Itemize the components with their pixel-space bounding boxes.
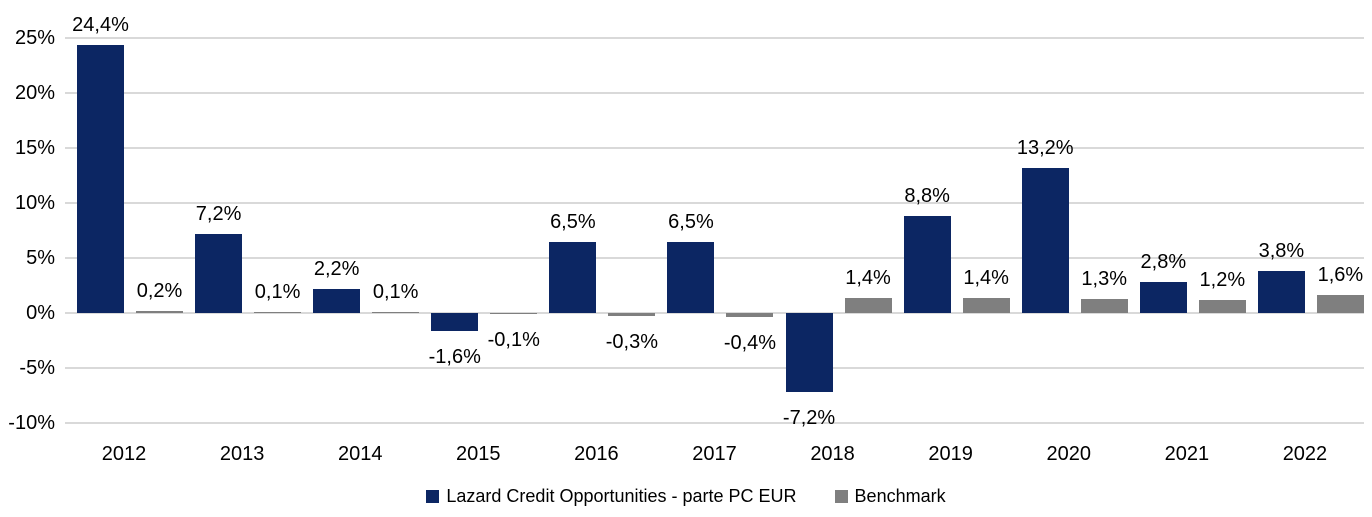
x-axis-year-label: 2015	[456, 443, 501, 465]
bar-benchmark-2019	[962, 297, 1010, 313]
gridline	[65, 422, 1364, 424]
legend-item-benchmark: Benchmark	[834, 486, 946, 506]
bar-value-label-fund-2016: 6,5%	[550, 210, 596, 233]
bar-fund-2017	[667, 241, 715, 313]
bar-value-label-benchmark-2018: 1,4%	[845, 266, 891, 289]
bar-benchmark-2015	[490, 313, 538, 315]
y-axis-tick-label: 5%	[26, 247, 55, 269]
bar-value-label-benchmark-2021: 1,2%	[1199, 268, 1246, 291]
x-axis-year-label: 2019	[928, 443, 973, 465]
bar-benchmark-2016	[608, 313, 656, 317]
gridline	[65, 147, 1364, 149]
bar-value-label-fund-2021: 2,8%	[1140, 251, 1187, 274]
gridline	[65, 92, 1364, 94]
y-axis-tick-label: 25%	[14, 27, 55, 49]
bar-benchmark-2013	[254, 311, 302, 313]
bar-benchmark-2018	[844, 297, 892, 313]
bar-value-label-benchmark-2014: 0,1%	[372, 280, 419, 303]
bar-value-label-fund-2013: 7,2%	[195, 202, 242, 225]
bar-fund-2018	[785, 313, 833, 393]
y-axis-tick-label: 0%	[26, 302, 55, 324]
legend-label-fund: Lazard Credit Opportunities - parte PC E…	[446, 486, 797, 506]
y-axis-tick-label: 15%	[14, 137, 55, 159]
y-axis-tick-label: -10%	[8, 412, 55, 434]
y-axis-tick-label: 20%	[14, 82, 55, 104]
legend-swatch-fund	[426, 489, 440, 503]
x-axis-year-label: 2012	[101, 443, 147, 465]
bar-value-label-fund-2014: 2,2%	[313, 257, 360, 280]
y-axis-tick-label: 10%	[14, 192, 55, 214]
bar-fund-2014	[313, 288, 361, 313]
y-axis-tick-label: -5%	[19, 357, 55, 379]
bar-fund-2020	[1021, 167, 1069, 313]
bar-value-label-fund-2018: -7,2%	[782, 407, 836, 430]
bar-value-label-fund-2017: 6,5%	[668, 210, 714, 233]
chart-legend: Lazard Credit Opportunities - parte PC E…	[0, 486, 1372, 506]
bar-fund-2019	[903, 216, 951, 313]
bar-benchmark-2022	[1316, 295, 1364, 313]
bar-fund-2012	[77, 44, 124, 313]
legend-item-fund: Lazard Credit Opportunities - parte PC E…	[426, 486, 797, 506]
gridline	[65, 367, 1364, 369]
gridline	[65, 202, 1364, 204]
x-axis-year-label: 2013	[219, 443, 265, 465]
gridline	[65, 257, 1364, 259]
bar-fund-2022	[1257, 271, 1305, 313]
bar-value-label-fund-2022: 3,8%	[1258, 240, 1305, 263]
bar-benchmark-2012	[136, 310, 183, 313]
x-axis-year-label: 2020	[1046, 443, 1092, 465]
bar-value-label-benchmark-2019: 1,4%	[963, 266, 1009, 289]
x-axis-year-label: 2018	[810, 443, 855, 465]
bar-fund-2021	[1139, 282, 1187, 313]
bar-value-label-benchmark-2016: -0,3%	[605, 331, 658, 354]
bar-fund-2013	[195, 233, 243, 313]
bar-value-label-benchmark-2017: -0,4%	[723, 332, 777, 355]
bar-value-label-fund-2020: 13,2%	[1016, 136, 1074, 159]
x-axis-year-label: 2022	[1282, 443, 1328, 465]
bar-value-label-fund-2012: 24,4%	[72, 13, 129, 36]
gridline	[65, 312, 1364, 314]
legend-swatch-benchmark	[834, 489, 848, 503]
bar-value-label-benchmark-2013: 0,1%	[254, 280, 301, 303]
bar-value-label-benchmark-2015: -0,1%	[487, 329, 540, 352]
bar-benchmark-2020	[1080, 298, 1128, 313]
legend-label-benchmark: Benchmark	[854, 486, 946, 506]
bar-value-label-benchmark-2020: 1,3%	[1081, 267, 1128, 290]
x-axis-year-label: 2014	[337, 443, 383, 465]
x-axis-year-label: 2017	[692, 443, 737, 465]
gridline	[65, 37, 1364, 39]
bar-benchmark-2017	[726, 313, 774, 318]
bar-benchmark-2021	[1198, 299, 1246, 313]
bar-value-label-fund-2019: 8,8%	[904, 185, 950, 208]
bar-value-label-fund-2015: -1,6%	[428, 345, 481, 368]
bar-fund-2015	[431, 313, 479, 331]
bar-value-label-benchmark-2022: 1,6%	[1317, 264, 1364, 287]
x-axis-year-label: 2021	[1164, 443, 1210, 465]
bar-fund-2016	[549, 241, 597, 313]
x-axis-year-label: 2016	[574, 443, 619, 465]
bar-benchmark-2014	[372, 311, 420, 313]
bar-value-label-benchmark-2012: 0,2%	[136, 279, 183, 302]
